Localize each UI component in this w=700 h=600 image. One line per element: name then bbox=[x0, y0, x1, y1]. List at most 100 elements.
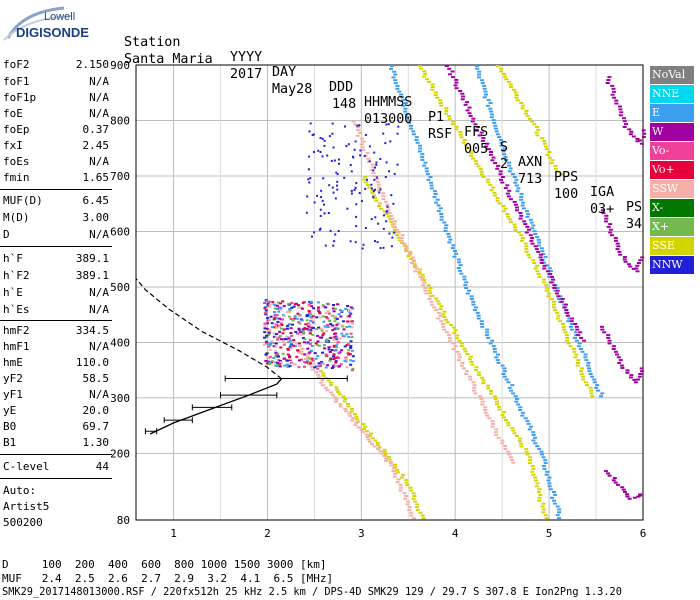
trace-dot bbox=[505, 192, 510, 195]
echo-dot bbox=[319, 137, 322, 139]
trace-dot bbox=[635, 137, 640, 140]
logo-line1: Lowell bbox=[44, 11, 75, 23]
trace-dot bbox=[369, 169, 374, 172]
trace-dot bbox=[596, 389, 601, 392]
trace-dot bbox=[428, 295, 433, 298]
trace-dot bbox=[529, 425, 533, 428]
trace-dot bbox=[568, 345, 573, 348]
echo-dot bbox=[293, 303, 297, 306]
echo-dot bbox=[274, 361, 278, 364]
trace-dot bbox=[622, 256, 627, 258]
trace-dot bbox=[458, 264, 463, 267]
trace-dot bbox=[486, 387, 491, 390]
echo-dot bbox=[349, 320, 353, 323]
trace-dot bbox=[532, 262, 537, 264]
trace-dot bbox=[607, 474, 612, 477]
trace-dot bbox=[434, 201, 439, 204]
trace-dot bbox=[484, 334, 489, 337]
trace-dot bbox=[604, 217, 609, 220]
param-divider bbox=[0, 320, 112, 321]
y-tick-label: 400 bbox=[110, 336, 130, 349]
trace-dot bbox=[395, 471, 400, 474]
trace-dot bbox=[453, 345, 458, 348]
echo-dot bbox=[294, 330, 298, 333]
trace-dot bbox=[521, 201, 526, 204]
echo-dot bbox=[361, 247, 364, 250]
trace-dot bbox=[539, 247, 544, 250]
echo-dot bbox=[383, 214, 385, 217]
echo-dot bbox=[310, 357, 314, 360]
trace-dot bbox=[607, 339, 612, 342]
trace-dot bbox=[552, 499, 556, 502]
echo-dot bbox=[316, 367, 320, 370]
trace-dot bbox=[542, 139, 547, 142]
trace-dot bbox=[642, 132, 647, 135]
trace-dot bbox=[639, 142, 644, 145]
echo-dot bbox=[268, 344, 272, 346]
trace-dot bbox=[445, 331, 449, 334]
trace-dot bbox=[557, 298, 561, 300]
echo-dot bbox=[282, 328, 286, 331]
trace-dot bbox=[506, 195, 511, 198]
echo-dot bbox=[287, 340, 291, 343]
echo-dot bbox=[289, 332, 293, 334]
trace-dot bbox=[507, 161, 512, 164]
echo-dot bbox=[351, 367, 355, 370]
trace-dot bbox=[421, 284, 426, 287]
echo-dot bbox=[275, 326, 279, 329]
echo-dot bbox=[320, 362, 324, 365]
echo-dot bbox=[350, 336, 354, 338]
trace-dot bbox=[500, 176, 505, 178]
trace-dot bbox=[625, 371, 630, 374]
trace-dot bbox=[452, 255, 457, 258]
param-value: 1.30 bbox=[82, 436, 110, 449]
param-row: B1 1.30 bbox=[3, 436, 109, 452]
trace-dot bbox=[507, 218, 512, 221]
trace-dot bbox=[391, 76, 396, 79]
echo-dot bbox=[319, 208, 322, 211]
param-row: h`F2 389.1 bbox=[3, 269, 109, 285]
trace-dot bbox=[515, 206, 519, 209]
trace-dot bbox=[453, 329, 458, 332]
echo-dot bbox=[329, 336, 333, 339]
trace-dot bbox=[495, 199, 500, 202]
trace-dot bbox=[409, 257, 414, 260]
echo-dot bbox=[288, 309, 292, 312]
echo-dot bbox=[345, 357, 349, 360]
trace-dot bbox=[430, 88, 435, 91]
trace-dot bbox=[454, 81, 459, 84]
trace-dot bbox=[552, 502, 557, 505]
echo-dot bbox=[327, 346, 331, 349]
echo-dot bbox=[274, 350, 278, 353]
trace-dot bbox=[507, 170, 512, 173]
trace-dot bbox=[535, 134, 540, 137]
trace-dot bbox=[511, 461, 516, 464]
trace-dot bbox=[397, 239, 402, 242]
echo-dot bbox=[263, 327, 267, 330]
echo-dot bbox=[374, 240, 376, 243]
trace-dot bbox=[631, 267, 636, 270]
trace-dot bbox=[497, 408, 502, 411]
trace-dot bbox=[500, 442, 505, 445]
trace-dot bbox=[545, 470, 550, 473]
echo-dot bbox=[347, 309, 351, 312]
trace-dot bbox=[520, 204, 525, 207]
trace-dot bbox=[493, 350, 497, 353]
echo-dot bbox=[396, 132, 399, 135]
param-row: B0 69.7 bbox=[3, 420, 109, 436]
echo-dot bbox=[298, 314, 302, 317]
echo-dot bbox=[347, 143, 350, 146]
trace-dot bbox=[441, 323, 446, 325]
trace-dot bbox=[561, 325, 566, 328]
echo-dot bbox=[329, 325, 333, 327]
trace-dot bbox=[610, 234, 614, 237]
echo-dot bbox=[303, 361, 307, 364]
param-row: h`F 389.1 bbox=[3, 252, 109, 268]
trace-dot bbox=[448, 238, 453, 241]
trace-dot bbox=[399, 239, 404, 242]
trace-dot bbox=[438, 99, 443, 102]
trace-dot bbox=[622, 258, 627, 261]
echo-dot bbox=[321, 199, 324, 202]
echo-dot bbox=[272, 335, 276, 338]
trace-dot bbox=[539, 262, 544, 264]
